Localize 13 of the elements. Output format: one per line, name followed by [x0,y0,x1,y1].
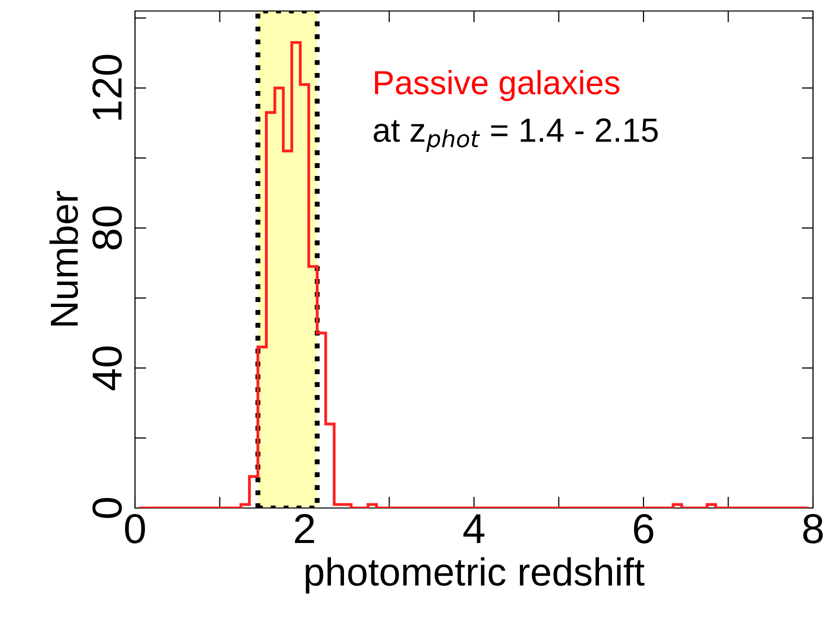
x-tick-label: 8 [803,514,823,544]
x-tick-label: 4 [463,514,484,544]
y-tick-label: 0 [92,498,122,518]
x-tick-label: 0 [125,514,145,544]
y-axis-title: Number [49,190,78,326]
x-tick-label: 6 [634,514,654,544]
x-axis-title: photometric redshift [306,557,644,594]
y-tick-label: 40 [92,346,122,390]
y-tick-label: 80 [92,206,122,250]
annotation: at z$_{phot}$ = 1.4 - 2.15 [374,118,658,152]
x-tick-label: 2 [295,514,314,544]
y-tick-label: 120 [92,54,122,120]
annotation: Passive galaxies [375,70,620,102]
